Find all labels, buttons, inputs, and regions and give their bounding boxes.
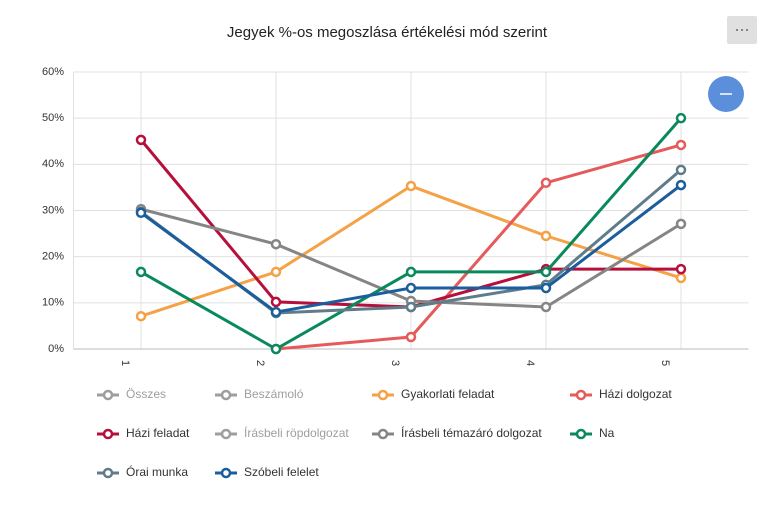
legend-item[interactable]: Beszámoló xyxy=(215,387,304,401)
y-tick-label: 40% xyxy=(42,158,64,170)
legend-label: Házi dolgozat xyxy=(599,387,672,401)
point xyxy=(540,177,552,189)
point xyxy=(270,296,282,308)
point xyxy=(135,207,147,219)
legend-marker xyxy=(102,467,114,479)
legend-marker xyxy=(220,389,232,401)
legend-item[interactable]: Írásbeli témazáró dolgozat xyxy=(372,425,542,440)
legend-marker xyxy=(102,428,114,440)
point xyxy=(405,266,417,278)
legend-marker xyxy=(575,428,587,440)
legend-marker xyxy=(102,389,114,401)
legend-marker xyxy=(575,389,587,401)
point xyxy=(540,266,552,278)
y-tick-label: 10% xyxy=(42,297,64,309)
point xyxy=(675,272,687,284)
point xyxy=(405,331,417,343)
chart-title: Jegyek %-os megoszlása értékelési mód sz… xyxy=(227,24,548,41)
menu-dot xyxy=(736,29,738,31)
point xyxy=(135,310,147,322)
point xyxy=(540,301,552,313)
legend-label: Összes xyxy=(126,387,166,401)
legend-marker xyxy=(377,389,389,401)
point xyxy=(540,230,552,242)
point xyxy=(270,238,282,250)
x-tick-label: 4 xyxy=(524,360,536,366)
legend-marker xyxy=(220,428,232,440)
legend-item[interactable]: Órai munka xyxy=(97,464,188,479)
point xyxy=(675,112,687,124)
legend-item[interactable]: Szóbeli felelet xyxy=(215,465,319,479)
y-tick-label: 20% xyxy=(42,251,64,263)
x-tick-label: 1 xyxy=(119,360,131,366)
legend-item[interactable]: Összes xyxy=(97,387,166,401)
legend-label: Na xyxy=(599,426,615,440)
point xyxy=(675,263,687,275)
x-tick-label: 3 xyxy=(389,360,401,366)
legend-item[interactable]: Házi dolgozat xyxy=(570,387,672,401)
legend-label: Írásbeli röpdolgozat xyxy=(244,425,349,440)
legend-label: Írásbeli témazáró dolgozat xyxy=(401,425,542,440)
y-tick-label: 0% xyxy=(48,343,64,355)
x-tick-label: 5 xyxy=(659,360,671,366)
point xyxy=(270,306,282,318)
legend-label: Beszámoló xyxy=(244,387,304,401)
point xyxy=(135,134,147,146)
menu-dot xyxy=(746,29,748,31)
point xyxy=(675,164,687,176)
point xyxy=(405,301,417,313)
plot-area: 0% 10% 20% 30% 40% 50% 60% 1 2 3 4 5 xyxy=(42,66,749,366)
point xyxy=(540,282,552,294)
legend-item[interactable]: Írásbeli röpdolgozat xyxy=(215,425,349,440)
legend-label: Szóbeli felelet xyxy=(244,465,319,479)
legend-label: Órai munka xyxy=(126,464,188,479)
series-line xyxy=(275,143,682,351)
legend-item[interactable]: Gyakorlati feladat xyxy=(372,387,495,401)
legend-item[interactable]: Házi feladat xyxy=(97,426,190,440)
legend-marker xyxy=(220,467,232,479)
point xyxy=(270,343,282,355)
point xyxy=(675,179,687,191)
point xyxy=(675,139,687,151)
point xyxy=(405,282,417,294)
legend-item[interactable]: Na xyxy=(570,426,615,440)
point xyxy=(270,266,282,278)
y-tick-label: 60% xyxy=(42,66,64,78)
menu-button[interactable] xyxy=(727,16,757,44)
x-tick-label: 2 xyxy=(254,360,266,366)
point xyxy=(405,180,417,192)
legend-label: Házi feladat xyxy=(126,426,190,440)
legend-marker xyxy=(377,428,389,440)
legend-label: Gyakorlati feladat xyxy=(401,387,495,401)
y-tick-label: 30% xyxy=(42,204,64,216)
y-tick-label: 50% xyxy=(42,112,64,124)
point xyxy=(135,266,147,278)
collapse-button[interactable] xyxy=(708,76,744,112)
menu-dot xyxy=(741,29,743,31)
point xyxy=(675,218,687,230)
